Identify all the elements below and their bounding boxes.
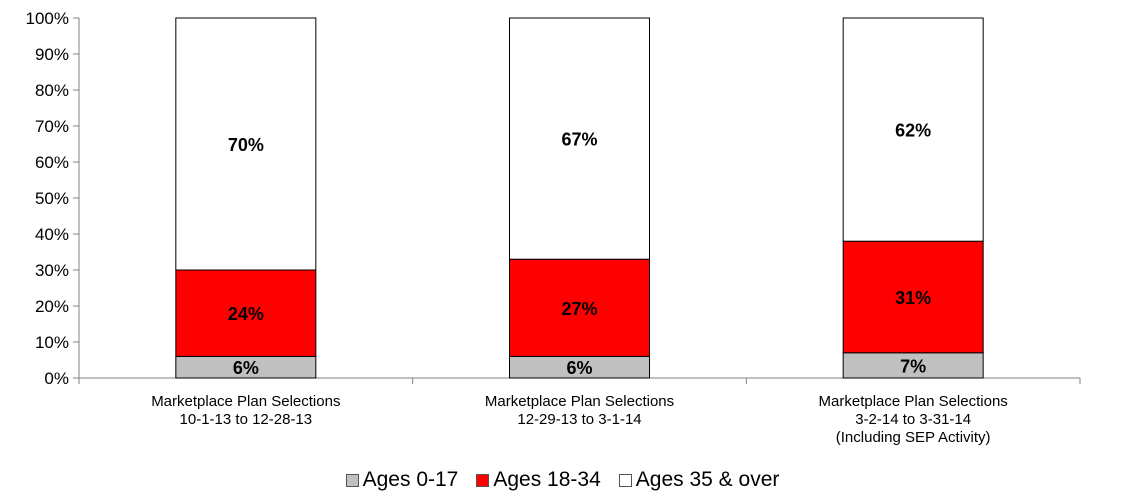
data-label: 67% — [561, 130, 597, 150]
data-label: 6% — [566, 358, 592, 378]
legend-item: Ages 18-34 — [476, 468, 601, 492]
bar-segment-3 — [509, 17, 650, 260]
legend-label: Ages 18-34 — [493, 468, 601, 491]
bar-segment-2 — [175, 269, 317, 357]
x-category-label: Marketplace Plan Selections 3-2-14 to 3-3… — [819, 393, 1008, 446]
x-category-label: Marketplace Plan Selections 12-29-13 to 3… — [485, 393, 674, 428]
y-tick-label: 20% — [35, 297, 69, 316]
data-label: 27% — [561, 299, 597, 319]
y-tick-label: 100% — [26, 9, 69, 28]
x-category-label: Marketplace Plan Selections 10-1-13 to 12… — [151, 393, 340, 428]
legend-label: Ages 35 & over — [635, 468, 780, 491]
y-tick-label: 30% — [35, 261, 69, 280]
data-label: 7% — [900, 356, 926, 376]
data-label: 31% — [895, 288, 931, 308]
y-tick-label: 50% — [35, 189, 69, 208]
y-tick-label: 70% — [35, 117, 69, 136]
y-tick-label: 40% — [35, 225, 69, 244]
bar-segment-2 — [842, 240, 984, 354]
y-tick-label: 0% — [44, 369, 69, 388]
bar-segment-1 — [842, 352, 984, 379]
x-axis: Marketplace Plan Selections 10-1-13 to 12… — [78, 377, 1081, 446]
y-axis: 0% 10% 20% 30% 40% 50% 60% 70% 80% 90% 100% — [26, 9, 80, 388]
legend: Ages 0-17 Ages 18-34 Ages 35 & over — [0, 468, 1125, 492]
y-tick-label: 90% — [35, 45, 69, 64]
data-labels: 6% 24% 70% 6% 27% 67% 7% 31% 62% — [228, 121, 931, 379]
data-label: 62% — [895, 121, 931, 141]
bar-segment-3 — [842, 17, 984, 242]
y-tick-label: 80% — [35, 81, 69, 100]
legend-label: Ages 0-17 — [362, 468, 459, 491]
legend-item: Ages 0-17 — [345, 468, 459, 492]
legend-swatch — [476, 473, 490, 487]
data-label: 6% — [233, 358, 259, 378]
data-label: 24% — [228, 304, 264, 324]
legend-item: Ages 35 & over — [618, 468, 780, 492]
y-tick-label: 10% — [35, 333, 69, 352]
legend-swatch — [618, 473, 632, 487]
legend-swatch — [345, 473, 359, 487]
bars — [175, 17, 984, 379]
bar-segment-3 — [175, 17, 317, 271]
bar-segment-2 — [509, 258, 650, 357]
data-label: 70% — [228, 135, 264, 155]
y-tick-label: 60% — [35, 153, 69, 172]
